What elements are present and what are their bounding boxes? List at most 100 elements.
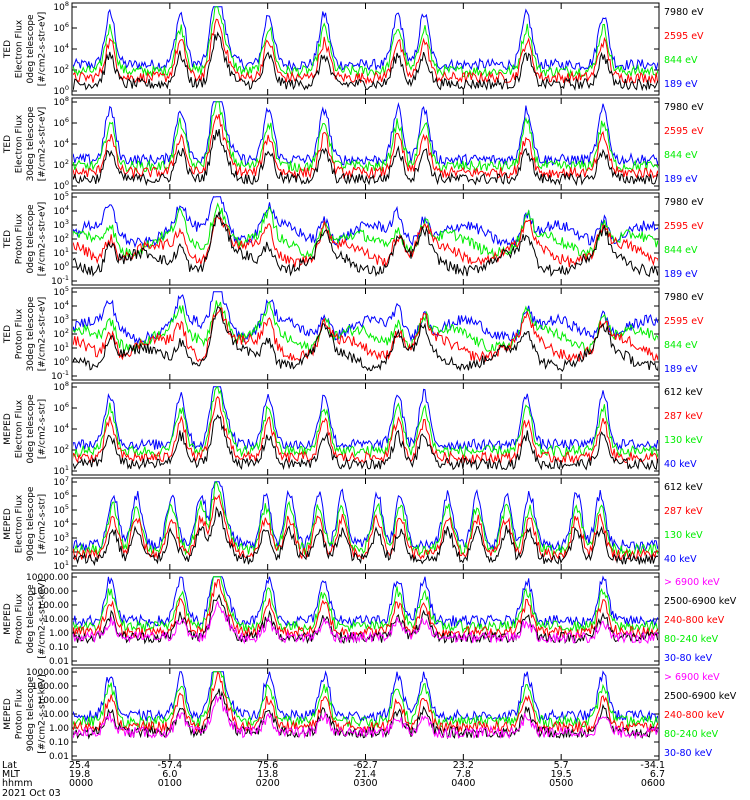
legend-entry: 7980 eV: [664, 292, 704, 303]
legend: 7980 eV 2595 eV 844 eV 189 eV: [664, 292, 704, 375]
y-tick-label: 102: [53, 63, 69, 76]
series-red-line: [73, 307, 658, 363]
series-blue-line: [73, 291, 658, 346]
series-group: [73, 196, 658, 278]
series-group: [73, 385, 658, 471]
legend-entry: 612 keV: [664, 482, 703, 493]
series-green-line: [73, 202, 658, 260]
y-axis-label-line: Electron Flux: [15, 114, 25, 173]
series-black-line: [73, 593, 658, 645]
legend-entry: 189 eV: [664, 79, 698, 90]
y-axis-label-line: MEPED: [3, 698, 13, 730]
x-tick-lat: 75.6: [257, 760, 278, 771]
legend-entry: 844 eV: [664, 340, 698, 351]
y-tick-label: 104: [53, 204, 69, 217]
legend: 7980 eV 2595 eV 844 eV 189 eV: [664, 102, 704, 185]
legend-entry: 240-800 keV: [664, 710, 725, 721]
series-blue-line: [73, 6, 658, 72]
x-tick-hhmm: 0600: [641, 778, 665, 789]
legend-entry: 844 eV: [664, 245, 698, 256]
y-axis-label-line: TED: [3, 325, 13, 344]
y-tick-label: 0.10: [49, 738, 69, 748]
legend-entry: 7980 eV: [664, 102, 704, 113]
series-red-line: [73, 216, 658, 268]
y-axis-label-line: Electron Flux: [15, 494, 25, 553]
legend-entry: 7980 eV: [664, 197, 704, 208]
legend-entry: 80-240 keV: [664, 729, 719, 740]
y-tick-label: 10000.00: [26, 668, 69, 678]
legend-entry: 7980 eV: [664, 7, 704, 18]
y-axis-label: TED Proton Flux 0deg telescope [#/cm2-s-str…: [3, 202, 48, 277]
panel-7: 10000.001000.00100.0010.001.000.100.01ME…: [3, 572, 737, 667]
y-axis-label: TED Electron Flux 0deg telescope [#/cm2-s-s…: [3, 12, 48, 87]
series-green-line: [73, 385, 658, 459]
series-green-line: [73, 101, 658, 173]
legend-entry: 287 keV: [664, 506, 703, 517]
legend-entry: 2595 eV: [664, 316, 704, 327]
x-tick-lat: -34.1: [640, 760, 665, 771]
x-tick-mlt: 19.5: [551, 769, 572, 780]
y-axis-label-line: Electron Flux: [15, 19, 25, 78]
y-axis-label: TED Proton Flux 30deg telescope [#/cm2-s-st…: [3, 296, 48, 371]
series-black-line: [73, 506, 658, 567]
legend-entry: 189 eV: [664, 269, 698, 280]
legend-entry: 189 eV: [664, 174, 698, 185]
y-axis-label-line: MEPED: [3, 603, 13, 635]
y-tick-label: 1.00: [49, 629, 69, 639]
y-tick-label: 104: [53, 137, 69, 150]
y-tick-label: 103: [53, 313, 69, 326]
x-tick-lat: -62.7: [353, 760, 378, 771]
y-tick-label: 108: [53, 0, 69, 13]
y-tick-label: 1.00: [49, 724, 69, 734]
y-tick-label: 100: [53, 260, 69, 273]
y-axis-label-line: 90deg telescope: [26, 486, 36, 561]
y-axis-label-line: 90deg telescope: [26, 676, 36, 751]
y-axis-label-line: 0deg telescope: [26, 204, 36, 274]
legend-entry: 40 keV: [664, 459, 697, 470]
y-axis-label-line: [#/cm2-s-str-eV]: [38, 297, 48, 372]
y-tick-label: 1000.00: [32, 587, 69, 597]
x-tick-lat: -57.4: [158, 760, 183, 771]
y-axis-label: MEPED Electron Flux 0deg telescope [#/cm2-s…: [3, 394, 48, 464]
y-tick-label: 0.01: [49, 657, 69, 667]
y-axis-label-line: 0deg telescope: [26, 394, 36, 464]
legend-entry: 612 keV: [664, 387, 703, 398]
series-blue-line: [73, 670, 658, 723]
legend-entry: 287 keV: [664, 411, 703, 422]
legend-entry: 30-80 keV: [664, 653, 713, 664]
x-tick-hhmm: 0500: [549, 778, 573, 789]
y-axis-label: MEPED Proton Flux 90deg telescope [#/cm2-s-…: [3, 674, 48, 753]
series-black-line: [73, 129, 658, 187]
y-axis-label-line: [#/cm2-s-str]: [38, 494, 48, 554]
legend-entry: 2500-6900 keV: [664, 691, 737, 702]
x-tick-mlt: 6.0: [162, 769, 177, 780]
y-tick-label: 100: [53, 355, 69, 368]
y-axis-label-line: Proton Flux: [15, 688, 25, 739]
x-tick-mlt: 13.8: [257, 769, 278, 780]
y-axis-label-line: Proton Flux: [15, 213, 25, 264]
x-tick-hhmm: 0000: [69, 778, 93, 789]
legend-entry: 130 keV: [664, 530, 703, 541]
y-tick-label: 103: [53, 218, 69, 231]
series-blue-line: [73, 575, 658, 629]
y-tick-label: 100.00: [38, 696, 70, 706]
lat-row-label: Lat: [2, 760, 17, 771]
y-axis-label-line: [#/cm2-s-str-keV]: [38, 579, 48, 658]
hhmm-row-label: hhmm: [2, 778, 33, 789]
x-tick-hhmm: 0200: [256, 778, 280, 789]
y-tick-label: 104: [53, 299, 69, 312]
series-green-line: [73, 6, 658, 79]
legend-entry: 80-240 keV: [664, 634, 719, 645]
y-axis-label-line: MEPED: [3, 508, 13, 540]
y-tick-label: 102: [53, 158, 69, 171]
x-tick-hhmm: 0300: [353, 778, 377, 789]
y-tick-label: 0.10: [49, 643, 69, 653]
legend-entry: > 6900 keV: [664, 672, 720, 683]
y-tick-label: 106: [53, 489, 69, 502]
y-axis-label-line: TED: [3, 40, 13, 59]
